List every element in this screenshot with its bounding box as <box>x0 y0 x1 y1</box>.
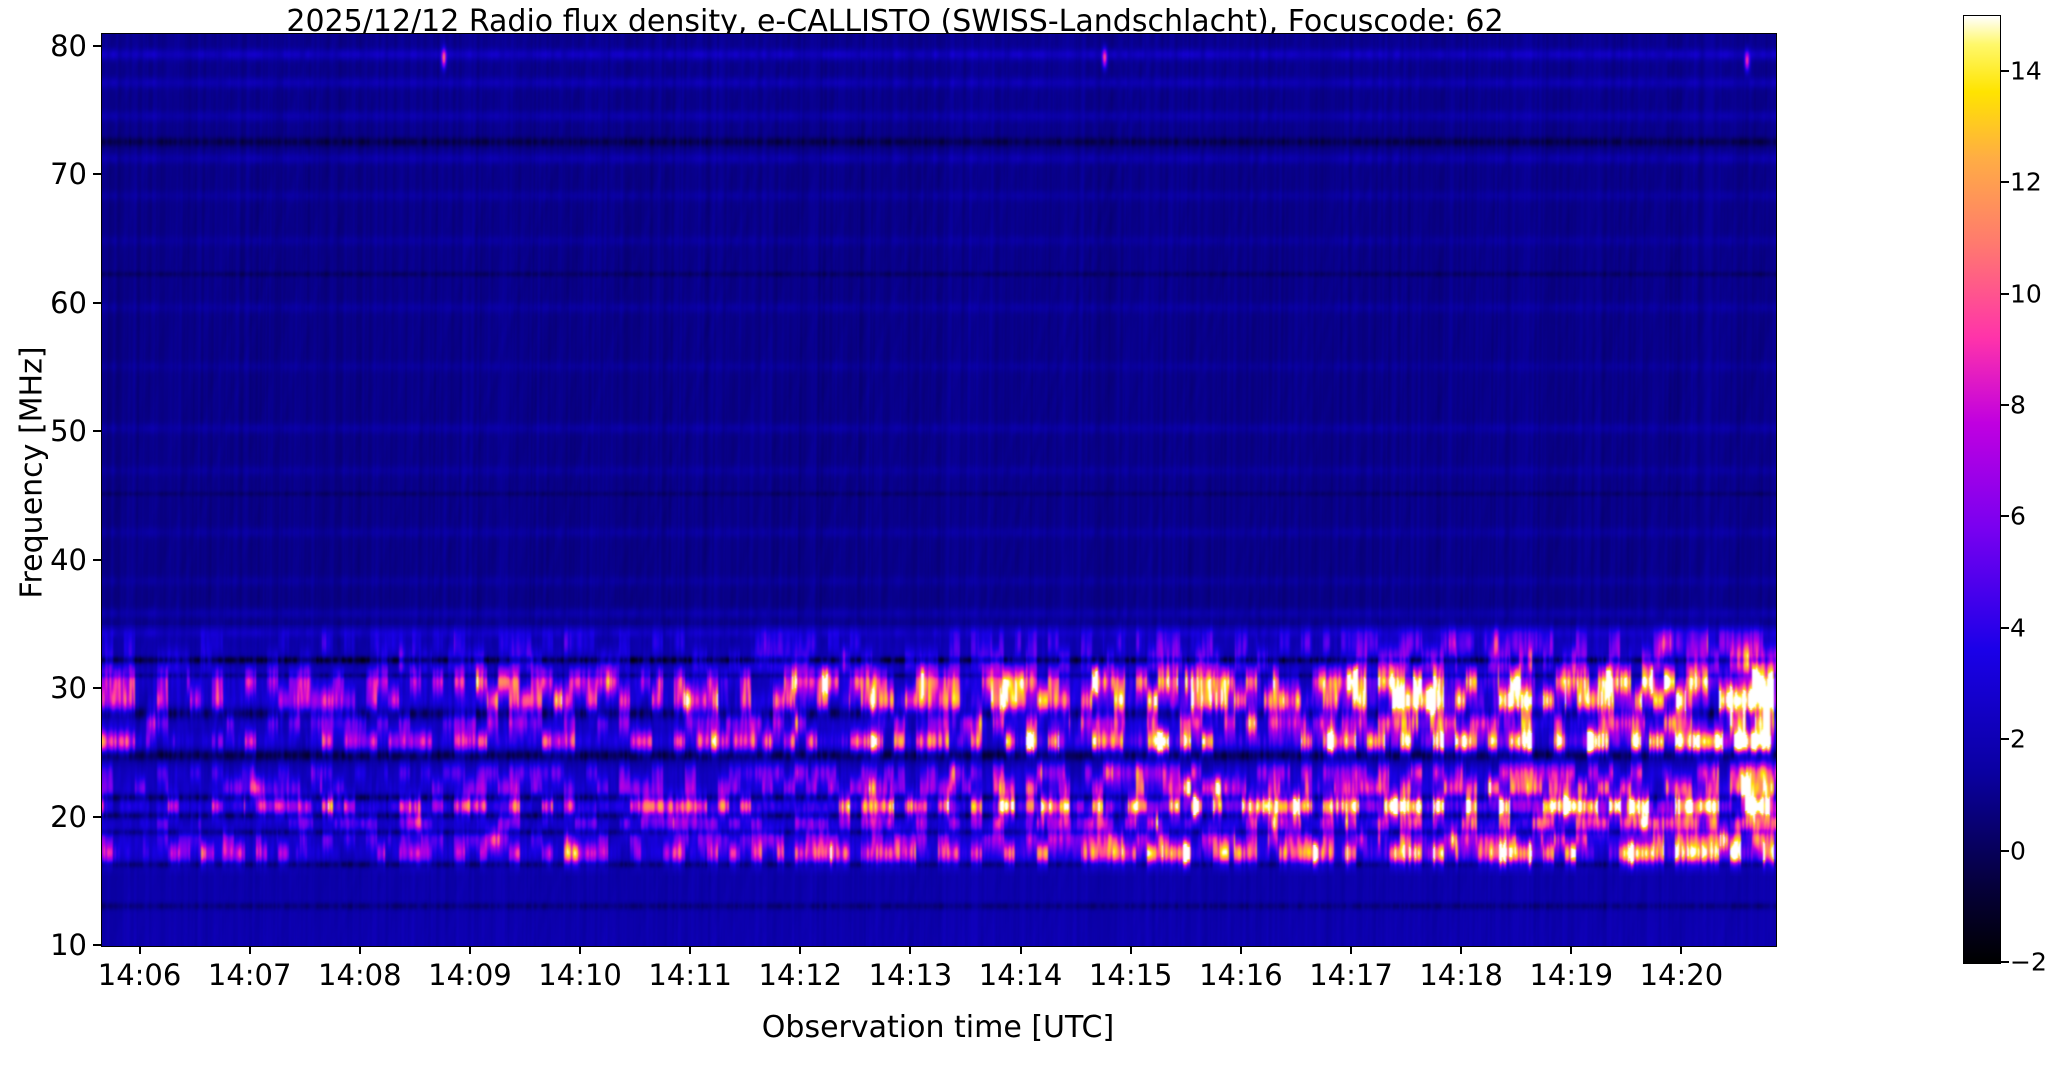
y-axis-tick-label: 50 <box>50 414 87 449</box>
x-axis-tick-mark <box>358 946 361 954</box>
x-axis-tick-label: 14:08 <box>318 958 402 992</box>
colorbar-tick-label: 6 <box>2010 501 2026 531</box>
y-axis-tick-mark <box>93 301 101 304</box>
colorbar-tick-mark <box>2001 515 2009 518</box>
x-axis-tick-mark <box>1680 946 1683 954</box>
x-axis-tick-label: 14:11 <box>648 958 732 992</box>
x-axis-tick-label: 14:17 <box>1309 958 1393 992</box>
x-axis-tick-label: 14:16 <box>1199 958 1283 992</box>
x-axis-tick-label: 14:18 <box>1419 958 1503 992</box>
x-axis-tick-label: 14:13 <box>868 958 953 992</box>
x-axis-tick-mark <box>1570 946 1573 954</box>
x-axis-tick-label: 14:06 <box>97 958 182 992</box>
colorbar-tick-label: 10 <box>2010 279 2042 309</box>
colorbar-tick-label: 4 <box>2010 613 2026 643</box>
y-axis-tick-mark <box>93 815 101 818</box>
x-axis-tick-mark <box>138 946 141 954</box>
x-axis-tick-label: 14:14 <box>978 958 1063 992</box>
y-axis-tick-label: 80 <box>50 28 87 63</box>
x-axis-tick-mark <box>1460 946 1463 954</box>
colorbar-tick-label: 12 <box>2010 167 2042 197</box>
x-axis-tick-mark <box>909 946 912 954</box>
x-axis-tick-label: 14:15 <box>1088 958 1173 992</box>
x-axis-label: Observation time [UTC] <box>761 1010 1115 1045</box>
colorbar-tick-label: 14 <box>2010 56 2042 86</box>
y-axis-tick-mark <box>93 44 101 47</box>
x-axis-tick-mark <box>1349 946 1352 954</box>
x-axis-tick-label: 14:20 <box>1639 958 1724 992</box>
y-axis-tick-label: 30 <box>50 671 87 706</box>
x-axis-tick-label: 14:10 <box>538 958 622 992</box>
x-axis-tick-mark <box>1019 946 1022 954</box>
y-axis-tick-label: 40 <box>50 542 87 577</box>
y-axis-tick-label: 60 <box>50 285 87 320</box>
y-axis-tick-mark <box>93 558 101 561</box>
colorbar-tick-mark <box>2001 961 2009 963</box>
colorbar-tick-label: 0 <box>2010 836 2026 866</box>
x-axis-tick-label: 14:19 <box>1529 958 1614 992</box>
x-axis-tick-mark <box>1129 946 1132 954</box>
x-axis-tick-mark <box>468 946 471 954</box>
y-axis-label: Frequency [MHz] <box>14 346 50 599</box>
y-axis-tick-mark <box>93 687 101 690</box>
colorbar-tick-label: −2 <box>2010 947 2047 977</box>
x-axis-tick-label: 14:07 <box>207 958 292 992</box>
y-axis-tick-label: 20 <box>50 799 87 834</box>
colorbar-gradient <box>1964 16 2000 963</box>
colorbar-tick-mark <box>2001 849 2009 852</box>
x-axis-tick-mark <box>579 946 582 954</box>
colorbar-tick-mark <box>2001 738 2009 741</box>
x-axis-tick-label: 14:12 <box>758 958 843 992</box>
colorbar[interactable] <box>1963 15 2001 964</box>
y-axis-tick-mark <box>93 430 101 433</box>
colorbar-tick-mark <box>2001 181 2009 184</box>
x-axis-tick-label: 14:09 <box>428 958 512 992</box>
y-axis-tick-label: 10 <box>50 928 87 962</box>
y-axis-tick-mark <box>93 944 101 946</box>
colorbar-tick-mark <box>2001 626 2009 629</box>
colorbar-tick-mark <box>2001 403 2009 406</box>
x-axis-tick-mark <box>799 946 802 954</box>
x-axis-tick-mark <box>689 946 692 954</box>
x-axis-tick-mark <box>1239 946 1242 954</box>
colorbar-tick-label: 2 <box>2010 724 2026 754</box>
colorbar-tick-mark <box>2001 69 2009 72</box>
y-axis-tick-label: 70 <box>50 157 87 192</box>
colorbar-tick-label: 8 <box>2010 390 2026 420</box>
colorbar-tick-mark <box>2001 292 2009 295</box>
spectrogram-image <box>102 34 1776 946</box>
y-axis-tick-mark <box>93 173 101 176</box>
spectrogram-plot-area[interactable] <box>101 33 1777 947</box>
x-axis-tick-mark <box>248 946 251 954</box>
